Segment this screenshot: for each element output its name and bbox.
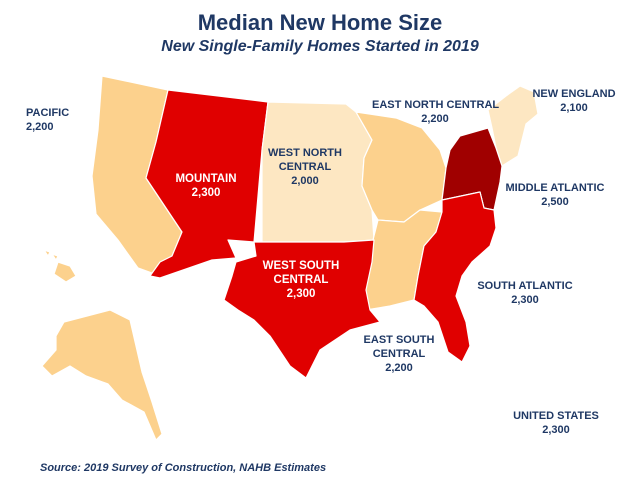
label-new-england: NEW ENGLAND 2,100 <box>532 88 616 114</box>
region-hawaii-small-1 <box>43 249 51 257</box>
region-south-atlantic <box>413 191 497 363</box>
region-hawaii-small-2 <box>51 253 59 261</box>
label-east-north-central: EAST NORTH CENTRAL 2,200 <box>372 99 500 125</box>
source-note: Source: 2019 Survey of Construction, NAH… <box>40 462 327 474</box>
region-alaska <box>41 309 163 441</box>
label-united-states: UNITED STATES 2,300 <box>513 410 599 436</box>
region-new-england <box>487 85 539 167</box>
region-west-south-central <box>223 239 381 379</box>
label-mountain: MOUNTAIN 2,300 <box>175 173 237 199</box>
label-east-south-central: EAST SOUTH CENTRAL 2,200 <box>363 334 435 374</box>
label-west-south-central: WEST SOUTH CENTRAL 2,300 <box>262 260 340 300</box>
label-west-north-central: WEST NORTH CENTRAL 2,000 <box>268 147 342 187</box>
label-south-atlantic: SOUTH ATLANTIC 2,300 <box>477 280 573 306</box>
label-middle-atlantic: MIDDLE ATLANTIC 2,500 <box>505 182 605 208</box>
region-mountain <box>145 89 269 279</box>
region-hawaii-large <box>53 261 77 283</box>
label-pacific: PACIFIC 2,200 <box>26 107 70 133</box>
map-title: Median New Home Size <box>197 10 443 35</box>
map-subtitle: New Single-Family Homes Started in 2019 <box>161 38 479 55</box>
region-east-north-central <box>355 111 447 223</box>
